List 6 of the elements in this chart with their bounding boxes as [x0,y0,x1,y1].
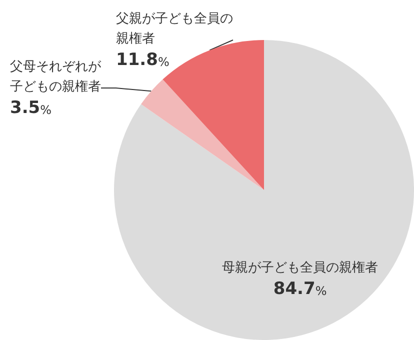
data-label: 3.5% [10,98,52,118]
data-label: 84.7% [273,279,327,300]
data-label: 11.8% [116,50,170,70]
slice-label: 父親が子ども全員の親権者 [116,12,233,46]
slice-label: 父母それぞれが子どもの親権者 [10,60,102,94]
slice-label: 母親が子ども全員の親権者 [222,260,378,276]
